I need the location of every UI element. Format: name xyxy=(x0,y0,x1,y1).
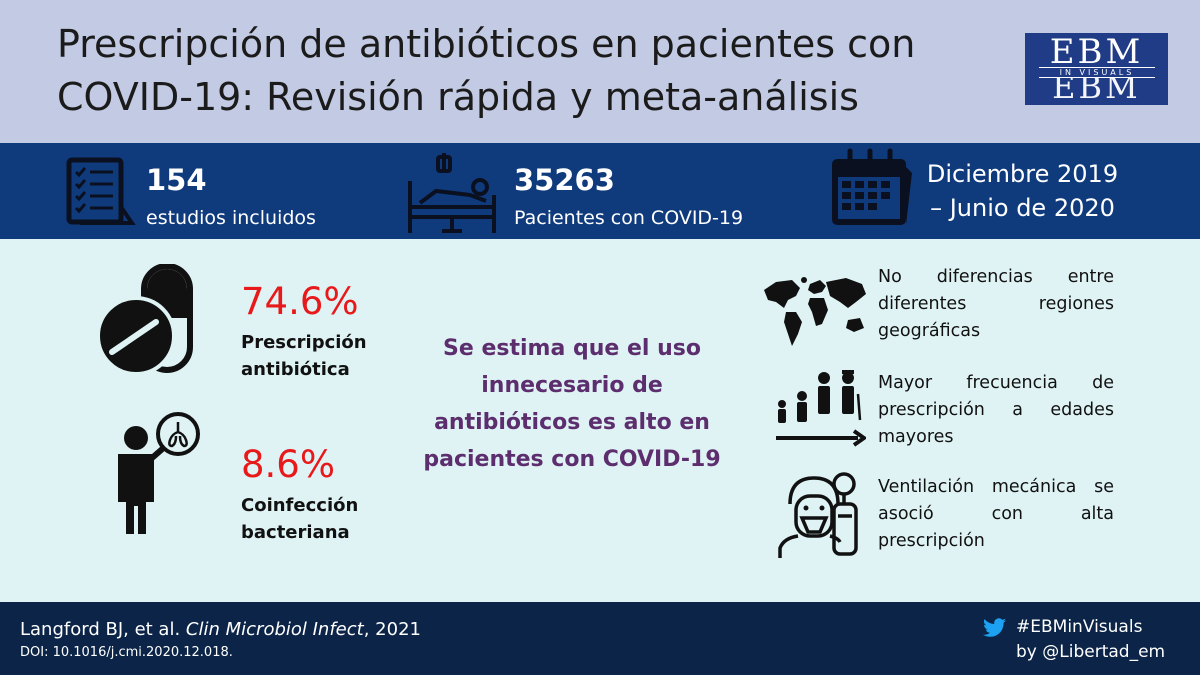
patients-count: 35263 xyxy=(514,163,615,197)
world-map-icon xyxy=(764,277,866,346)
logo-band-text: IN VISUALS xyxy=(1039,67,1155,78)
studies-label: estudios incluidos xyxy=(146,207,316,229)
author-handle-link[interactable]: by @Libertad_em xyxy=(1016,642,1166,662)
prescription-label: Prescripción antibiótica xyxy=(241,332,367,380)
checklist-icon xyxy=(66,157,136,225)
header: Prescripción de antibióticos en paciente… xyxy=(0,0,1200,143)
stats-band: 154 estudios incluidos 35263 Pacientes c… xyxy=(0,143,1200,239)
coinfection-percent: 8.6% xyxy=(241,443,335,486)
person-lungs-icon xyxy=(118,412,200,534)
citation-doi: DOI: 10.1016/j.cmi.2020.12.018. xyxy=(20,645,233,660)
ventilated-patient-icon xyxy=(778,472,858,558)
citation-authors: Langford BJ, et al. xyxy=(20,619,181,640)
citation-journal: Clin Microbiol Infect xyxy=(185,619,364,640)
coinfection-label: Coinfección bacteriana xyxy=(241,495,359,543)
prescription-percent: 74.6% xyxy=(241,280,359,323)
period-end: – Junio de 2020 xyxy=(930,194,1115,222)
patients-label: Pacientes con COVID-19 xyxy=(514,207,744,229)
citation-year: , 2021 xyxy=(363,619,421,640)
conclusion-text: Se estima que el uso innecesario de anti… xyxy=(423,336,721,472)
side-note-regions: No diferencias entre diferentes regiones… xyxy=(878,267,1114,341)
ebm-logo: EBM EBM IN VISUALS xyxy=(1025,33,1168,105)
logo-top-text: EBM xyxy=(1049,32,1144,72)
hospital-bed-icon xyxy=(408,153,496,233)
studies-count: 154 xyxy=(146,163,207,197)
page-title: Prescripción de antibióticos en paciente… xyxy=(57,22,916,119)
study-period: Diciembre 2019 – Junio de 2020 xyxy=(920,157,1125,225)
twitter-bird-icon xyxy=(983,618,1006,637)
side-note-ventilation: Ventilación mecánica se asoció con alta … xyxy=(878,477,1114,551)
calendar-icon xyxy=(832,148,912,225)
pill-capsule-icon xyxy=(96,264,193,376)
side-note-age: Mayor frecuencia de prescripción a edade… xyxy=(878,373,1114,447)
footer: Langford BJ, et al. Clin Microbiol Infec… xyxy=(0,602,1200,675)
hashtag-link[interactable]: #EBMinVisuals xyxy=(1016,617,1143,637)
citation: Langford BJ, et al. Clin Microbiol Infec… xyxy=(20,619,421,641)
period-start: Diciembre 2019 xyxy=(926,160,1119,188)
age-progression-icon xyxy=(776,370,866,447)
